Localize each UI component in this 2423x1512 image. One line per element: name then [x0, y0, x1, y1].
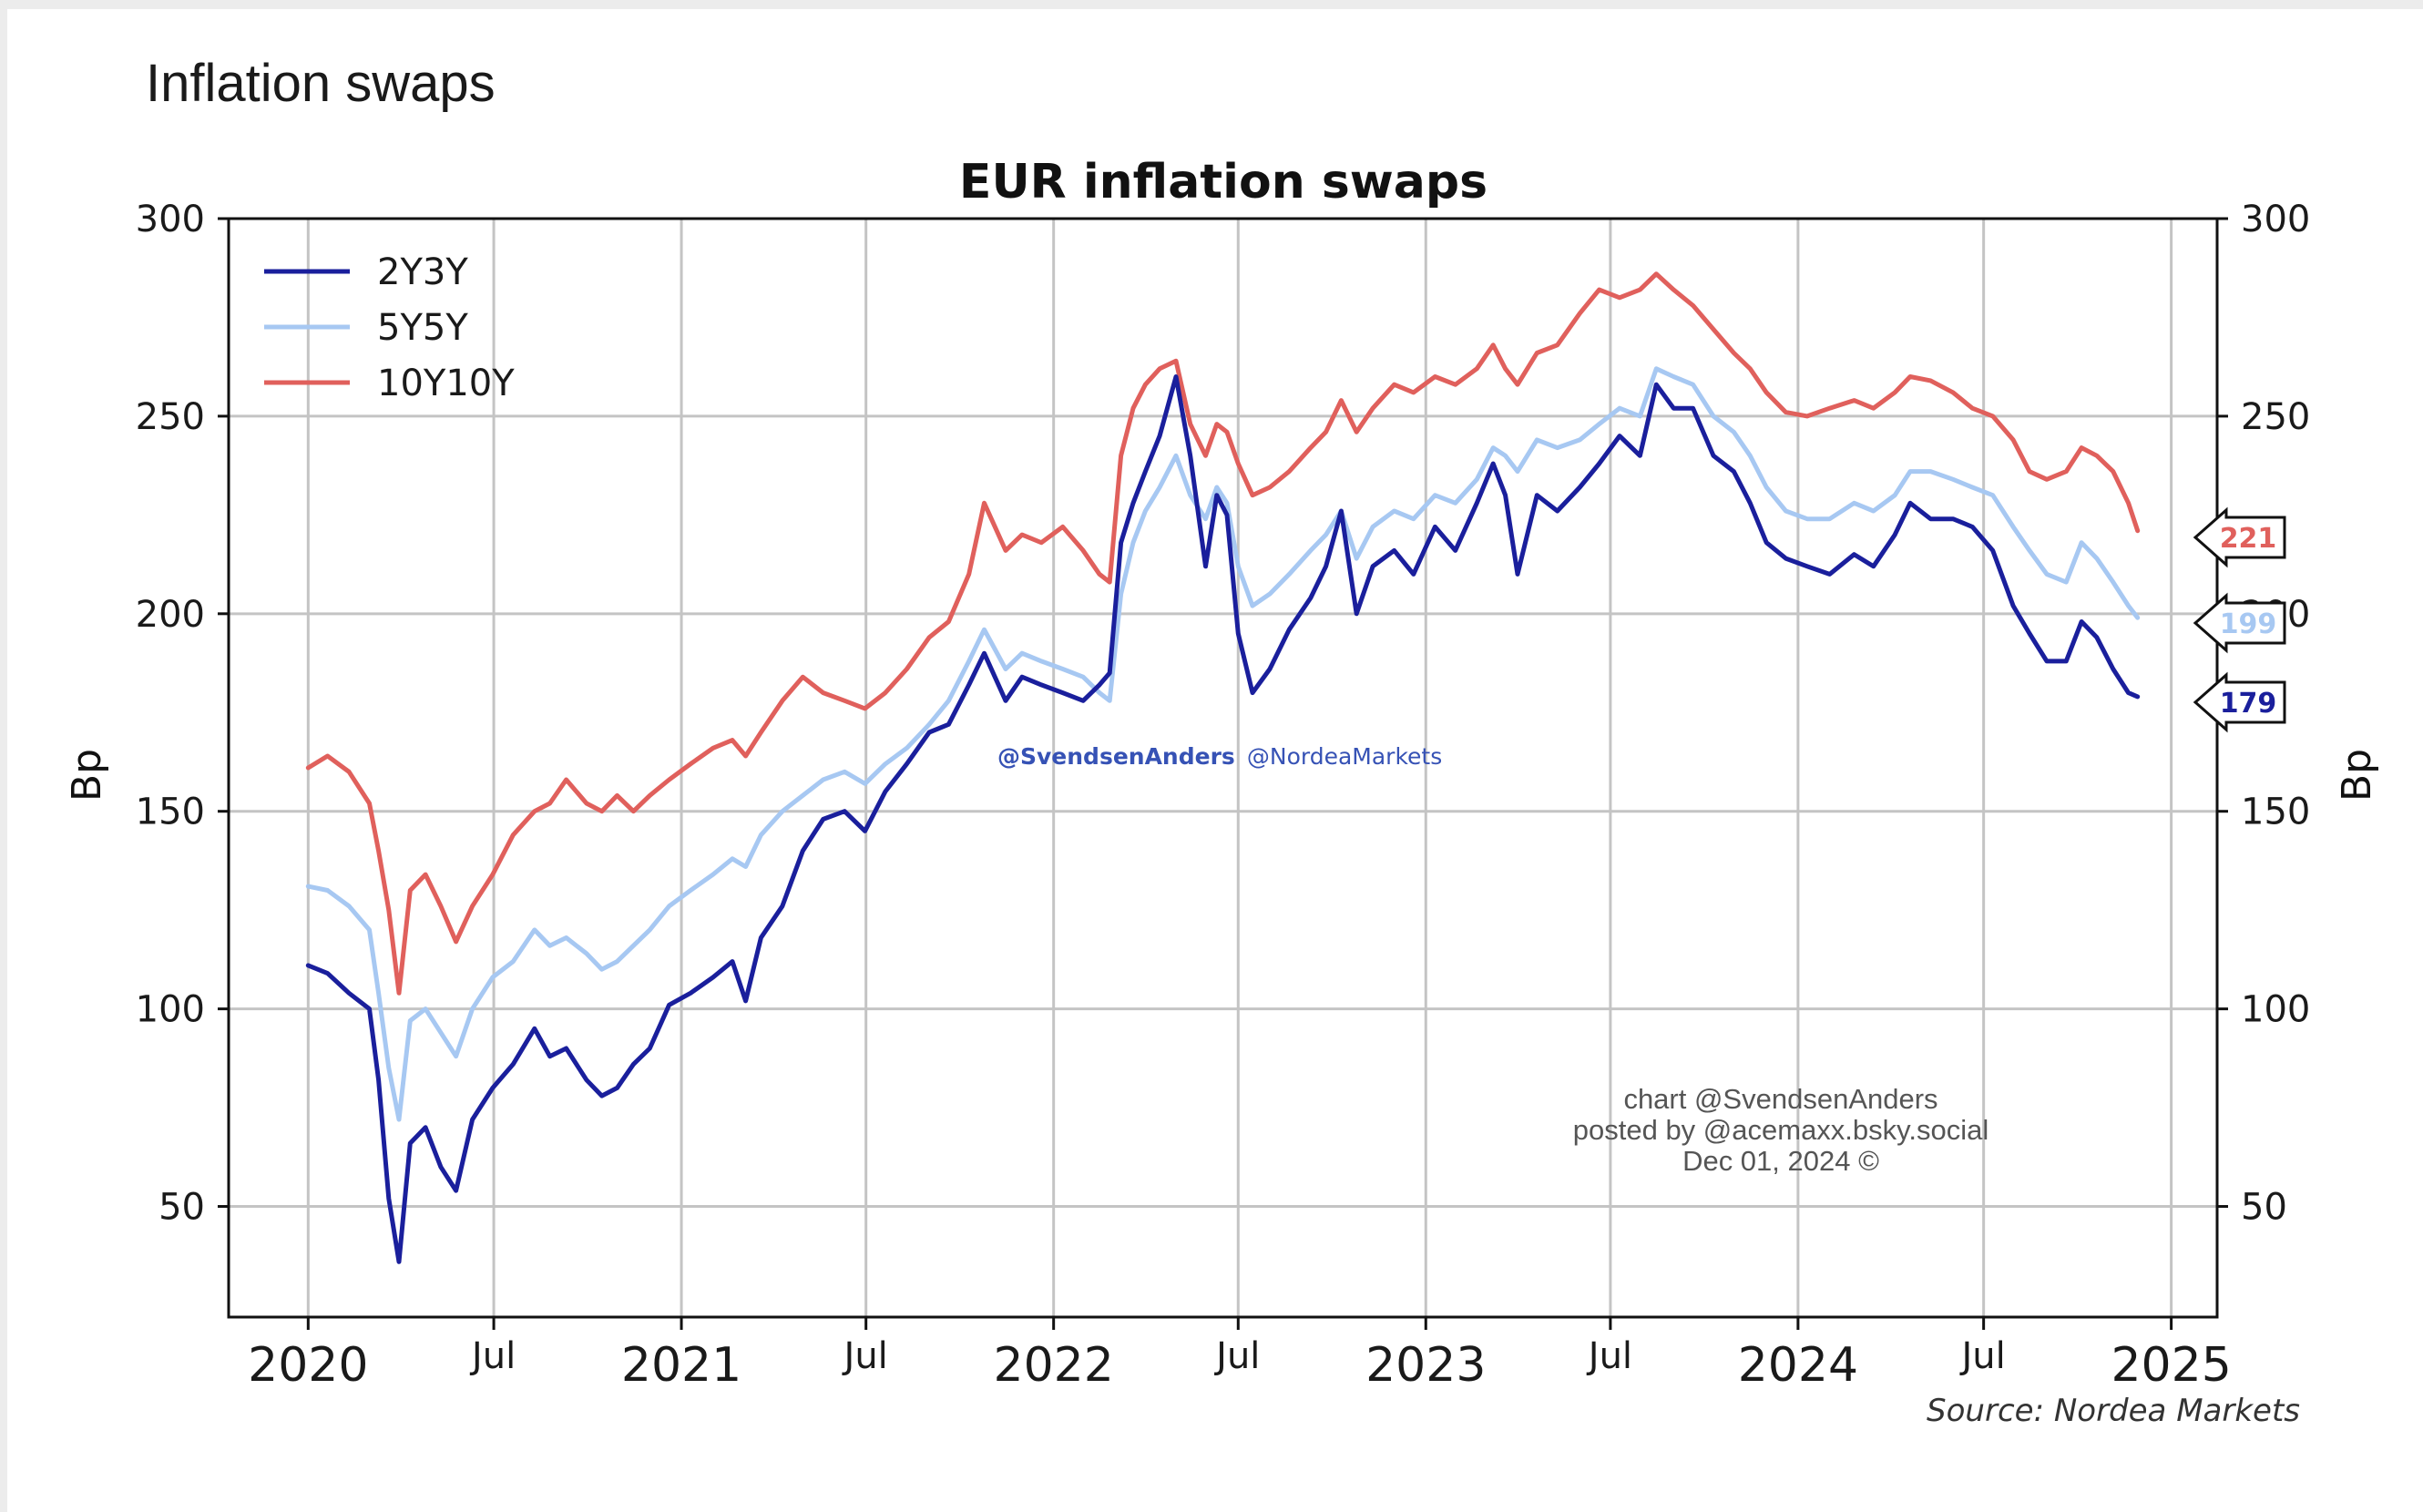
page-title: Inflation swaps [146, 54, 496, 113]
y-tick-label-left: 300 [136, 199, 205, 240]
y-tick-label-right: 50 [2241, 1187, 2287, 1229]
x-tick-label-month: Jul [1959, 1335, 2006, 1377]
series-line-2y3y [305, 374, 2141, 1264]
series-layer [305, 271, 2141, 1264]
source-note: Source: Nordea Markets [1927, 1393, 2300, 1429]
credit-line-2: posted by @acemaxx.bsky.social [1573, 1114, 1988, 1146]
x-tick-label-month: Jul [842, 1335, 888, 1377]
badge-value-2y3y: 179 [2220, 688, 2277, 720]
y-tick-label-right: 100 [2241, 989, 2310, 1031]
content-card [7, 9, 2423, 1512]
x-tick-label-year: 2025 [2111, 1338, 2231, 1393]
series-line-5y5y [305, 366, 2141, 1122]
y-tick-label-left: 250 [136, 396, 205, 438]
legend-label-5y5y: 5Y5Y [377, 307, 468, 349]
y-tick-label-left: 50 [158, 1187, 205, 1229]
series-line-10y10y [305, 271, 2141, 996]
watermark-handle-bold: @SvendsenAnders [997, 743, 1235, 770]
badge-arrow-2y3y [2193, 671, 2286, 733]
badge-value-10y10y: 221 [2220, 523, 2277, 555]
y-axis-label-left: Bp [64, 749, 110, 802]
legend-label-2y3y: 2Y3Y [377, 251, 468, 293]
axis-ticks: 5050100100150150200200250250300300202020… [136, 199, 2311, 1393]
x-tick-label-year: 2020 [248, 1338, 368, 1393]
x-tick-label-year: 2021 [621, 1338, 741, 1393]
y-tick-label-right: 250 [2241, 396, 2310, 438]
x-tick-label-year: 2022 [993, 1338, 1113, 1393]
x-tick-label-year: 2023 [1365, 1338, 1486, 1393]
x-tick-label-month: Jul [1586, 1335, 1632, 1377]
y-tick-label-right: 150 [2241, 792, 2310, 833]
y-axis-label-right: Bp [2334, 749, 2380, 802]
x-tick-label-month: Jul [1213, 1335, 1260, 1377]
chart-title: EUR inflation swaps [959, 155, 1488, 209]
y-tick-label-left: 150 [136, 792, 205, 833]
credit-line-1: chart @SvendsenAnders [1623, 1083, 1937, 1115]
legend-label-10y10y: 10Y10Y [377, 363, 515, 404]
badge-value-5y5y: 199 [2220, 608, 2277, 640]
watermark-handle-plain: @NordeaMarkets [1247, 743, 1442, 770]
legend: 2Y3Y 5Y5Y 10Y10Y [264, 251, 515, 404]
x-tick-label-month: Jul [469, 1335, 516, 1377]
badge-arrow-5y5y [2193, 592, 2286, 654]
y-tick-label-left: 100 [136, 989, 205, 1031]
credit-line-3: Dec 01, 2024 © [1682, 1145, 1879, 1177]
plot-frame [227, 217, 2219, 1319]
y-tick-label-left: 200 [136, 594, 205, 636]
badge-arrow-10y10y [2193, 506, 2286, 568]
watermark: @SvendsenAnders @NordeaMarkets [997, 743, 1442, 770]
last-value-badges: 221 199 179 [2193, 506, 2286, 733]
x-tick-label-year: 2024 [1738, 1338, 1858, 1393]
y-tick-label-right: 300 [2241, 199, 2310, 240]
